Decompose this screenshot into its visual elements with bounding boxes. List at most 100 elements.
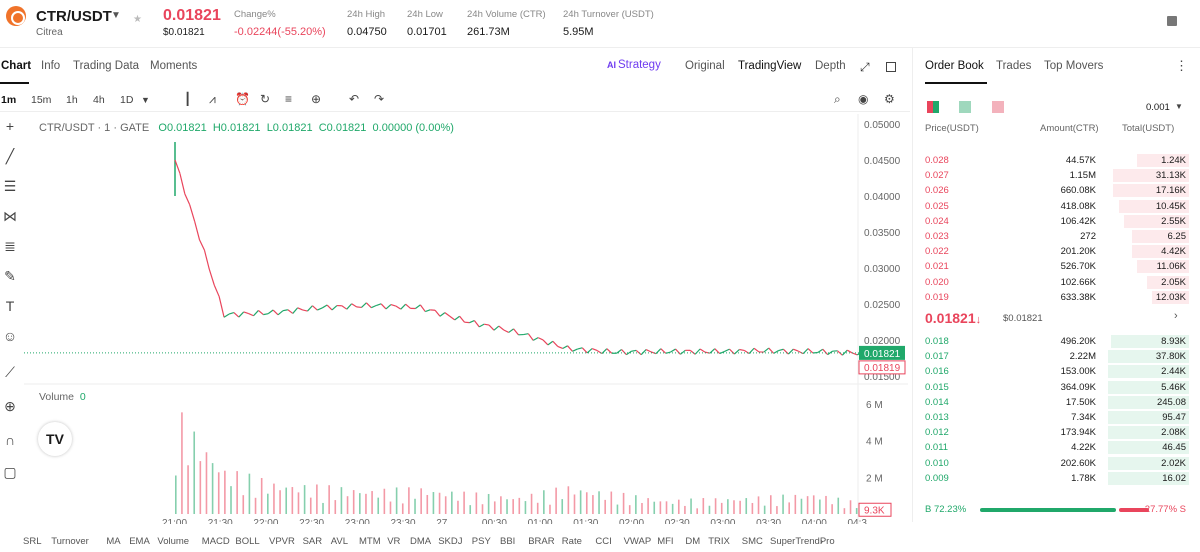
- indicator-turnover[interactable]: Turnover: [51, 536, 89, 547]
- settings-gear-icon[interactable]: ⚙: [884, 92, 895, 106]
- indicator-vr[interactable]: VR: [387, 536, 400, 547]
- tab-order-book[interactable]: Order Book: [925, 60, 984, 72]
- tab-trades[interactable]: Trades: [996, 60, 1031, 72]
- search-icon[interactable]: ⌕: [834, 92, 841, 107]
- indicator-ema[interactable]: EMA: [129, 536, 150, 547]
- add-indicator-icon[interactable]: ⊕: [311, 92, 321, 106]
- expand-icon[interactable]: ⤢: [860, 60, 870, 75]
- replay-icon[interactable]: ↻: [260, 92, 270, 106]
- indicator-volume[interactable]: Volume: [157, 536, 189, 547]
- emoji-icon[interactable]: ☺: [0, 328, 20, 344]
- trendline-icon[interactable]: ╱: [0, 148, 20, 165]
- text-tool-icon[interactable]: T: [0, 298, 20, 314]
- indicator-psy[interactable]: PSY: [472, 536, 491, 547]
- zoom-icon[interactable]: ⊕: [0, 398, 20, 415]
- pair-symbol[interactable]: CTR/USDT: [36, 8, 112, 25]
- candle-type-icon[interactable]: ┃: [184, 92, 191, 106]
- timeframe-15m[interactable]: 15m: [31, 94, 51, 106]
- tab-top-movers[interactable]: Top Movers: [1044, 60, 1103, 72]
- camera-icon[interactable]: ◉: [858, 92, 868, 106]
- undo-icon[interactable]: ↶: [349, 92, 359, 106]
- fullscreen-icon[interactable]: [886, 62, 896, 72]
- view-both-icon[interactable]: [927, 101, 939, 113]
- indicator-macd[interactable]: MACD: [202, 536, 230, 547]
- precision-select[interactable]: 0.001: [1146, 102, 1170, 113]
- crosshair-icon[interactable]: +: [0, 118, 20, 134]
- horizontal-lines-icon[interactable]: ☰: [0, 178, 20, 195]
- indicator-smc[interactable]: SMC: [742, 536, 763, 547]
- price-chart-svg[interactable]: 0.050000.045000.040000.035000.030000.025…: [24, 114, 908, 524]
- tab-trading-data[interactable]: Trading Data: [73, 60, 139, 72]
- tab-moments[interactable]: Moments: [150, 60, 197, 72]
- indicator-vpvr[interactable]: VPVR: [269, 536, 295, 547]
- fib-icon[interactable]: ≣: [0, 238, 20, 255]
- indicator-avl[interactable]: AVL: [331, 536, 348, 547]
- view-bids-icon[interactable]: [959, 101, 971, 113]
- chevron-right-icon[interactable]: ›: [1174, 310, 1178, 322]
- magnet-icon[interactable]: ∩: [0, 432, 20, 448]
- timeframe-1h[interactable]: 1h: [66, 94, 78, 106]
- indicator-more-icon[interactable]: ›: [820, 536, 823, 547]
- indicator-supertrendpro[interactable]: SuperTrendPro: [770, 536, 835, 547]
- lock-icon[interactable]: ▢: [0, 464, 20, 481]
- tab-chart[interactable]: Chart: [1, 60, 31, 72]
- ruler-icon[interactable]: ⟋: [0, 364, 20, 381]
- indicator-ma[interactable]: MA: [106, 536, 120, 547]
- indicator-srl[interactable]: SRL: [23, 536, 41, 547]
- view-tradingview[interactable]: TradingView: [738, 60, 801, 72]
- indicator-mtm[interactable]: MTM: [359, 536, 381, 547]
- indicator-sar[interactable]: SAR: [303, 536, 323, 547]
- indicator-rate[interactable]: Rate: [562, 536, 582, 547]
- redo-icon[interactable]: ↷: [374, 92, 384, 106]
- indicator-bbi[interactable]: BBI: [500, 536, 515, 547]
- tab-info[interactable]: Info: [41, 60, 60, 72]
- timeframe-dropdown-icon[interactable]: ▼: [141, 95, 150, 105]
- timeframe-4h[interactable]: 4h: [93, 94, 105, 106]
- templates-icon[interactable]: ≡: [285, 92, 292, 106]
- indicator-trix[interactable]: TRIX: [708, 536, 730, 547]
- indicators-icon[interactable]: ⩘: [209, 92, 216, 107]
- indicator-dma[interactable]: DMA: [410, 536, 431, 547]
- alert-icon[interactable]: ⏰: [235, 92, 250, 106]
- indicator-dm[interactable]: DM: [685, 536, 700, 547]
- tradingview-logo[interactable]: TV: [38, 422, 72, 456]
- favorite-star-icon[interactable]: ★: [133, 14, 142, 25]
- indicator-cci[interactable]: CCI: [595, 536, 611, 547]
- view-original[interactable]: Original: [685, 60, 725, 72]
- timeframe-1m[interactable]: 1m: [1, 94, 16, 106]
- timeframe-1d[interactable]: 1D: [120, 94, 133, 106]
- indicator-brar[interactable]: BRAR: [528, 536, 554, 547]
- view-asks-icon[interactable]: [992, 101, 1004, 113]
- more-options-icon[interactable]: ⋮: [1175, 58, 1188, 74]
- brush-icon[interactable]: ✎: [0, 268, 20, 285]
- pair-dropdown-icon[interactable]: ▼: [111, 10, 121, 21]
- view-depth[interactable]: Depth: [815, 60, 846, 72]
- precision-dropdown-icon[interactable]: ▼: [1175, 102, 1183, 111]
- pattern-icon[interactable]: ⋈: [0, 208, 20, 225]
- indicator-skdj[interactable]: SKDJ: [438, 536, 462, 547]
- book-icon[interactable]: [1167, 16, 1177, 26]
- indicator-mfi[interactable]: MFI: [657, 536, 673, 547]
